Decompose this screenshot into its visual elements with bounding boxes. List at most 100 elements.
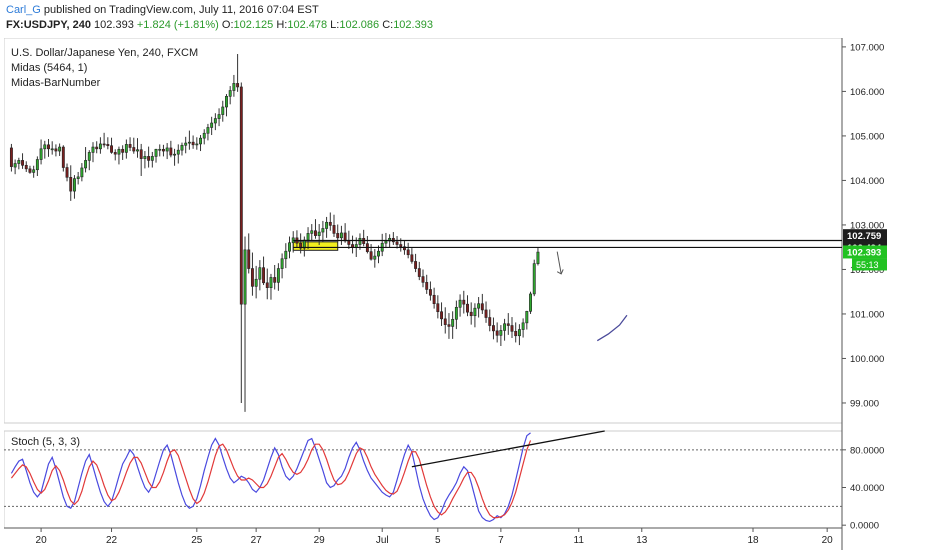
candle-down [47,144,50,150]
candle-up [228,90,232,97]
candle-down [440,311,443,320]
chart-canvas[interactable]: 107.000106.000105.000104.000103.000102.0… [4,38,888,550]
candle-down [443,318,447,325]
candle-up [477,303,481,309]
time-tick-label: 5 [435,535,441,546]
candle-down [250,268,254,287]
time-tick-label: 22 [106,535,118,546]
candle-up [525,310,529,324]
candle-down [121,148,125,153]
candle-down [139,149,143,159]
publish-info: published on TradingView.com, July 11, 2… [43,4,319,16]
candle-up [213,118,217,124]
candle-up [217,114,221,119]
stoch-label: Stoch (5, 3, 3) [11,436,81,448]
candle-up [377,250,380,257]
candle-up [384,240,388,244]
candle-down [328,221,332,226]
candle-down [462,299,466,305]
time-tick-label: 18 [747,535,759,546]
candle-down [169,147,173,156]
candle-up [473,307,477,317]
candle-down [102,143,106,146]
stoch-k-line [10,432,531,523]
countdown-badge [852,258,887,271]
candle-down [191,141,195,146]
candle-up [521,322,525,330]
candle-up [529,293,532,312]
candle-down [332,225,336,234]
price-badge [843,245,887,259]
candle-up [221,106,225,115]
candle-up [13,163,17,168]
candle-up [503,323,507,331]
candle-up [87,152,91,161]
candle-up [199,137,202,145]
candle-up [269,277,273,288]
candle-up [180,144,184,151]
candle-up [76,176,80,179]
candle-up [284,250,288,260]
candle-down [239,86,243,305]
stoch-d-line [10,440,532,519]
candle-up [258,267,262,280]
candle-down [406,249,410,256]
arrow-annotation [556,251,562,274]
candle-up [35,159,39,171]
candle-up [454,306,458,320]
legend-midas: Midas (5464, 1) [11,62,88,74]
candle-up [50,148,54,151]
candle-up [143,156,147,159]
chart-frame[interactable]: 107.000106.000105.000104.000103.000102.0… [4,38,888,550]
candle-down [514,331,518,337]
candle-down [147,156,151,161]
candle-up [98,143,102,150]
stoch-pane-border [4,430,843,529]
candle-up [451,318,455,327]
candle-up [202,132,206,139]
price-tick-label: 100.000 [850,354,884,365]
candle-down [21,160,24,166]
chart-header: Carl_G published on TradingView.com, Jul… [0,0,932,38]
candle-up [254,278,258,287]
candle-up [84,160,88,169]
candle-down [469,311,473,317]
time-tick-label: 29 [314,535,326,546]
candle-down [28,168,32,173]
stoch-tick-label: 80.0000 [850,445,884,456]
candle-down [95,146,99,150]
time-tick-label: 7 [498,535,504,546]
legend-title: U.S. Dollar/Japanese Yen, 240, FXCM [11,47,199,59]
candle-down [506,323,510,326]
candle-down [106,144,110,147]
candle-down [480,303,484,311]
author-link[interactable]: Carl_G [6,4,41,16]
time-tick-label: 20 [36,535,48,546]
candle-up [243,249,247,305]
candle-down [24,164,28,170]
price-tick-label: 103.000 [850,220,884,231]
price-badge-label: 102.393 [847,247,881,258]
candle-up [288,242,291,252]
candle-up [176,149,180,155]
candle-up [136,149,139,152]
candle-up [39,148,43,160]
symbol-label: FX:USDJPY, 240 [6,19,91,31]
candle-up [150,156,154,161]
candle-down [425,282,429,290]
candle-down [492,325,495,332]
price-badge [843,229,887,243]
candle-up [80,167,84,178]
candle-up [517,329,521,337]
candle-down [421,276,425,283]
candle-down [273,277,277,283]
candle-up [158,148,162,151]
arrow-head [556,269,564,275]
candle-down [65,167,69,178]
candle-up [310,230,314,234]
time-tick-label: 25 [191,535,203,546]
candle-up [187,141,191,144]
candle-up [17,160,21,164]
price-tick-label: 107.000 [850,42,884,53]
price-tick-label: 104.000 [850,176,884,187]
